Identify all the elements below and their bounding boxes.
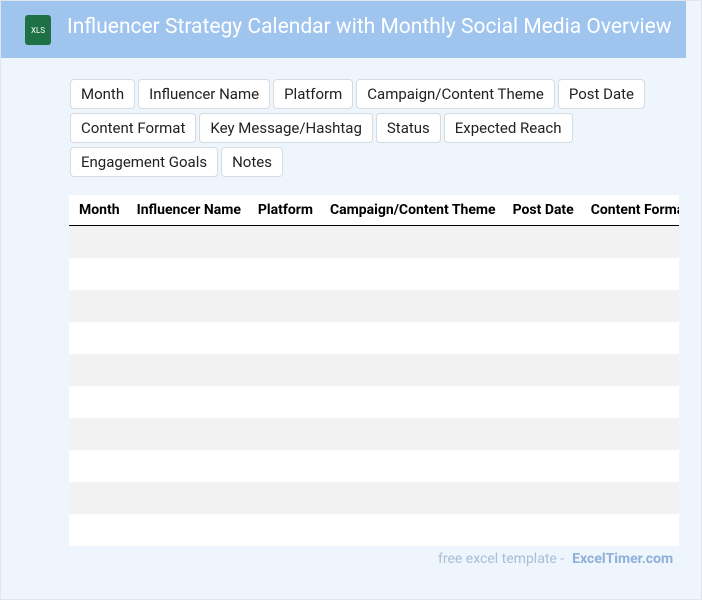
table-cell — [69, 290, 127, 322]
table-cell — [69, 386, 127, 418]
table-cell — [247, 354, 321, 386]
table-cell — [502, 450, 581, 482]
table-cell — [247, 418, 321, 450]
table-cell — [247, 514, 321, 546]
tag-button[interactable]: Key Message/Hashtag — [199, 113, 373, 143]
table-cell — [502, 225, 581, 258]
table-cell — [320, 514, 503, 546]
table-cell — [320, 482, 503, 514]
table-row — [69, 290, 679, 322]
table-cell — [126, 258, 248, 290]
table-cell — [502, 386, 581, 418]
column-header: Month — [69, 195, 127, 226]
table-cell — [502, 354, 581, 386]
table-cell — [502, 290, 581, 322]
table-cell — [502, 514, 581, 546]
tag-button[interactable]: Influencer Name — [138, 79, 271, 109]
header: XLS Influencer Strategy Calendar with Mo… — [1, 1, 686, 58]
header-row: Month Influencer Name Platform Campaign/Con… — [69, 195, 679, 226]
table-cell — [320, 225, 503, 258]
table-cell — [320, 418, 503, 450]
table-cell — [320, 290, 503, 322]
table-cell — [320, 322, 503, 354]
table-cell — [69, 258, 127, 290]
column-header: Platform — [247, 195, 321, 226]
table-row — [69, 322, 679, 354]
table-row — [69, 258, 679, 290]
table-cell — [502, 418, 581, 450]
tag-button[interactable]: Content Format — [70, 113, 197, 143]
table: Month Influencer Name Platform Campaign/Con… — [69, 195, 679, 546]
table-cell — [126, 225, 248, 258]
table-cell — [580, 450, 679, 482]
table-cell — [69, 482, 127, 514]
tag-button[interactable]: Expected Reach — [443, 113, 573, 143]
table-cell — [126, 386, 248, 418]
page-title: Influencer Strategy Calendar with Monthl… — [67, 15, 672, 39]
tag-button[interactable]: Notes — [221, 147, 283, 177]
table-cell — [580, 322, 679, 354]
table-cell — [126, 482, 248, 514]
table-cell — [126, 354, 248, 386]
table-cell — [320, 354, 503, 386]
table-cell — [247, 386, 321, 418]
table-cell — [69, 514, 127, 546]
tag-button[interactable]: Status — [375, 113, 441, 143]
tag-button[interactable]: Month — [70, 79, 136, 109]
tag-button[interactable]: Platform — [273, 79, 354, 109]
table-cell — [247, 482, 321, 514]
column-header: Campaign/Content Theme — [320, 195, 503, 226]
table-cell — [320, 450, 503, 482]
table-cell — [580, 354, 679, 386]
table-cell — [69, 225, 127, 258]
tag-button[interactable]: Campaign/Content Theme — [356, 79, 555, 109]
table-cell — [247, 450, 321, 482]
table-cell — [580, 386, 679, 418]
table-row — [69, 225, 679, 258]
table-cell — [69, 450, 127, 482]
table-cell — [69, 354, 127, 386]
brand-link[interactable]: ExcelTimer.com — [572, 551, 674, 567]
table-cell — [247, 258, 321, 290]
tag-button[interactable]: Post Date — [557, 79, 645, 109]
table-cell — [502, 322, 581, 354]
table-cell — [320, 258, 503, 290]
table-row — [69, 354, 679, 386]
table-cell — [126, 418, 248, 450]
table-cell — [580, 225, 679, 258]
table-cell — [580, 258, 679, 290]
table-cell — [580, 418, 679, 450]
tag-button[interactable]: Engagement Goals — [70, 147, 219, 177]
table-cell — [247, 322, 321, 354]
table-cell — [69, 322, 127, 354]
column-header: Influencer Name — [126, 195, 248, 226]
footer-text: free excel template - — [438, 551, 565, 567]
table-cell — [126, 514, 248, 546]
table-cell — [126, 450, 248, 482]
table-cell — [247, 290, 321, 322]
table-cell — [320, 386, 503, 418]
table-cell — [69, 418, 127, 450]
table-cell — [502, 482, 581, 514]
footer: free excel template - ExcelTimer.com — [438, 551, 673, 567]
file-icon: XLS — [25, 15, 51, 45]
table-row — [69, 418, 679, 450]
table-body — [69, 225, 679, 546]
column-header: Post Date — [502, 195, 581, 226]
table-cell — [580, 290, 679, 322]
table-row — [69, 482, 679, 514]
table-cell — [580, 482, 679, 514]
table-cell — [247, 225, 321, 258]
table-cell — [126, 322, 248, 354]
table-container: Month Influencer Name Platform Campaign/Con… — [69, 195, 679, 546]
table-row — [69, 386, 679, 418]
column-header: Content Format — [580, 195, 679, 226]
table-row — [69, 450, 679, 482]
table-cell — [502, 258, 581, 290]
table-cell — [126, 290, 248, 322]
table-cell — [580, 514, 679, 546]
table-row — [69, 514, 679, 546]
tag-list: Month Influencer Name Platform Campaign/Con… — [70, 79, 660, 177]
